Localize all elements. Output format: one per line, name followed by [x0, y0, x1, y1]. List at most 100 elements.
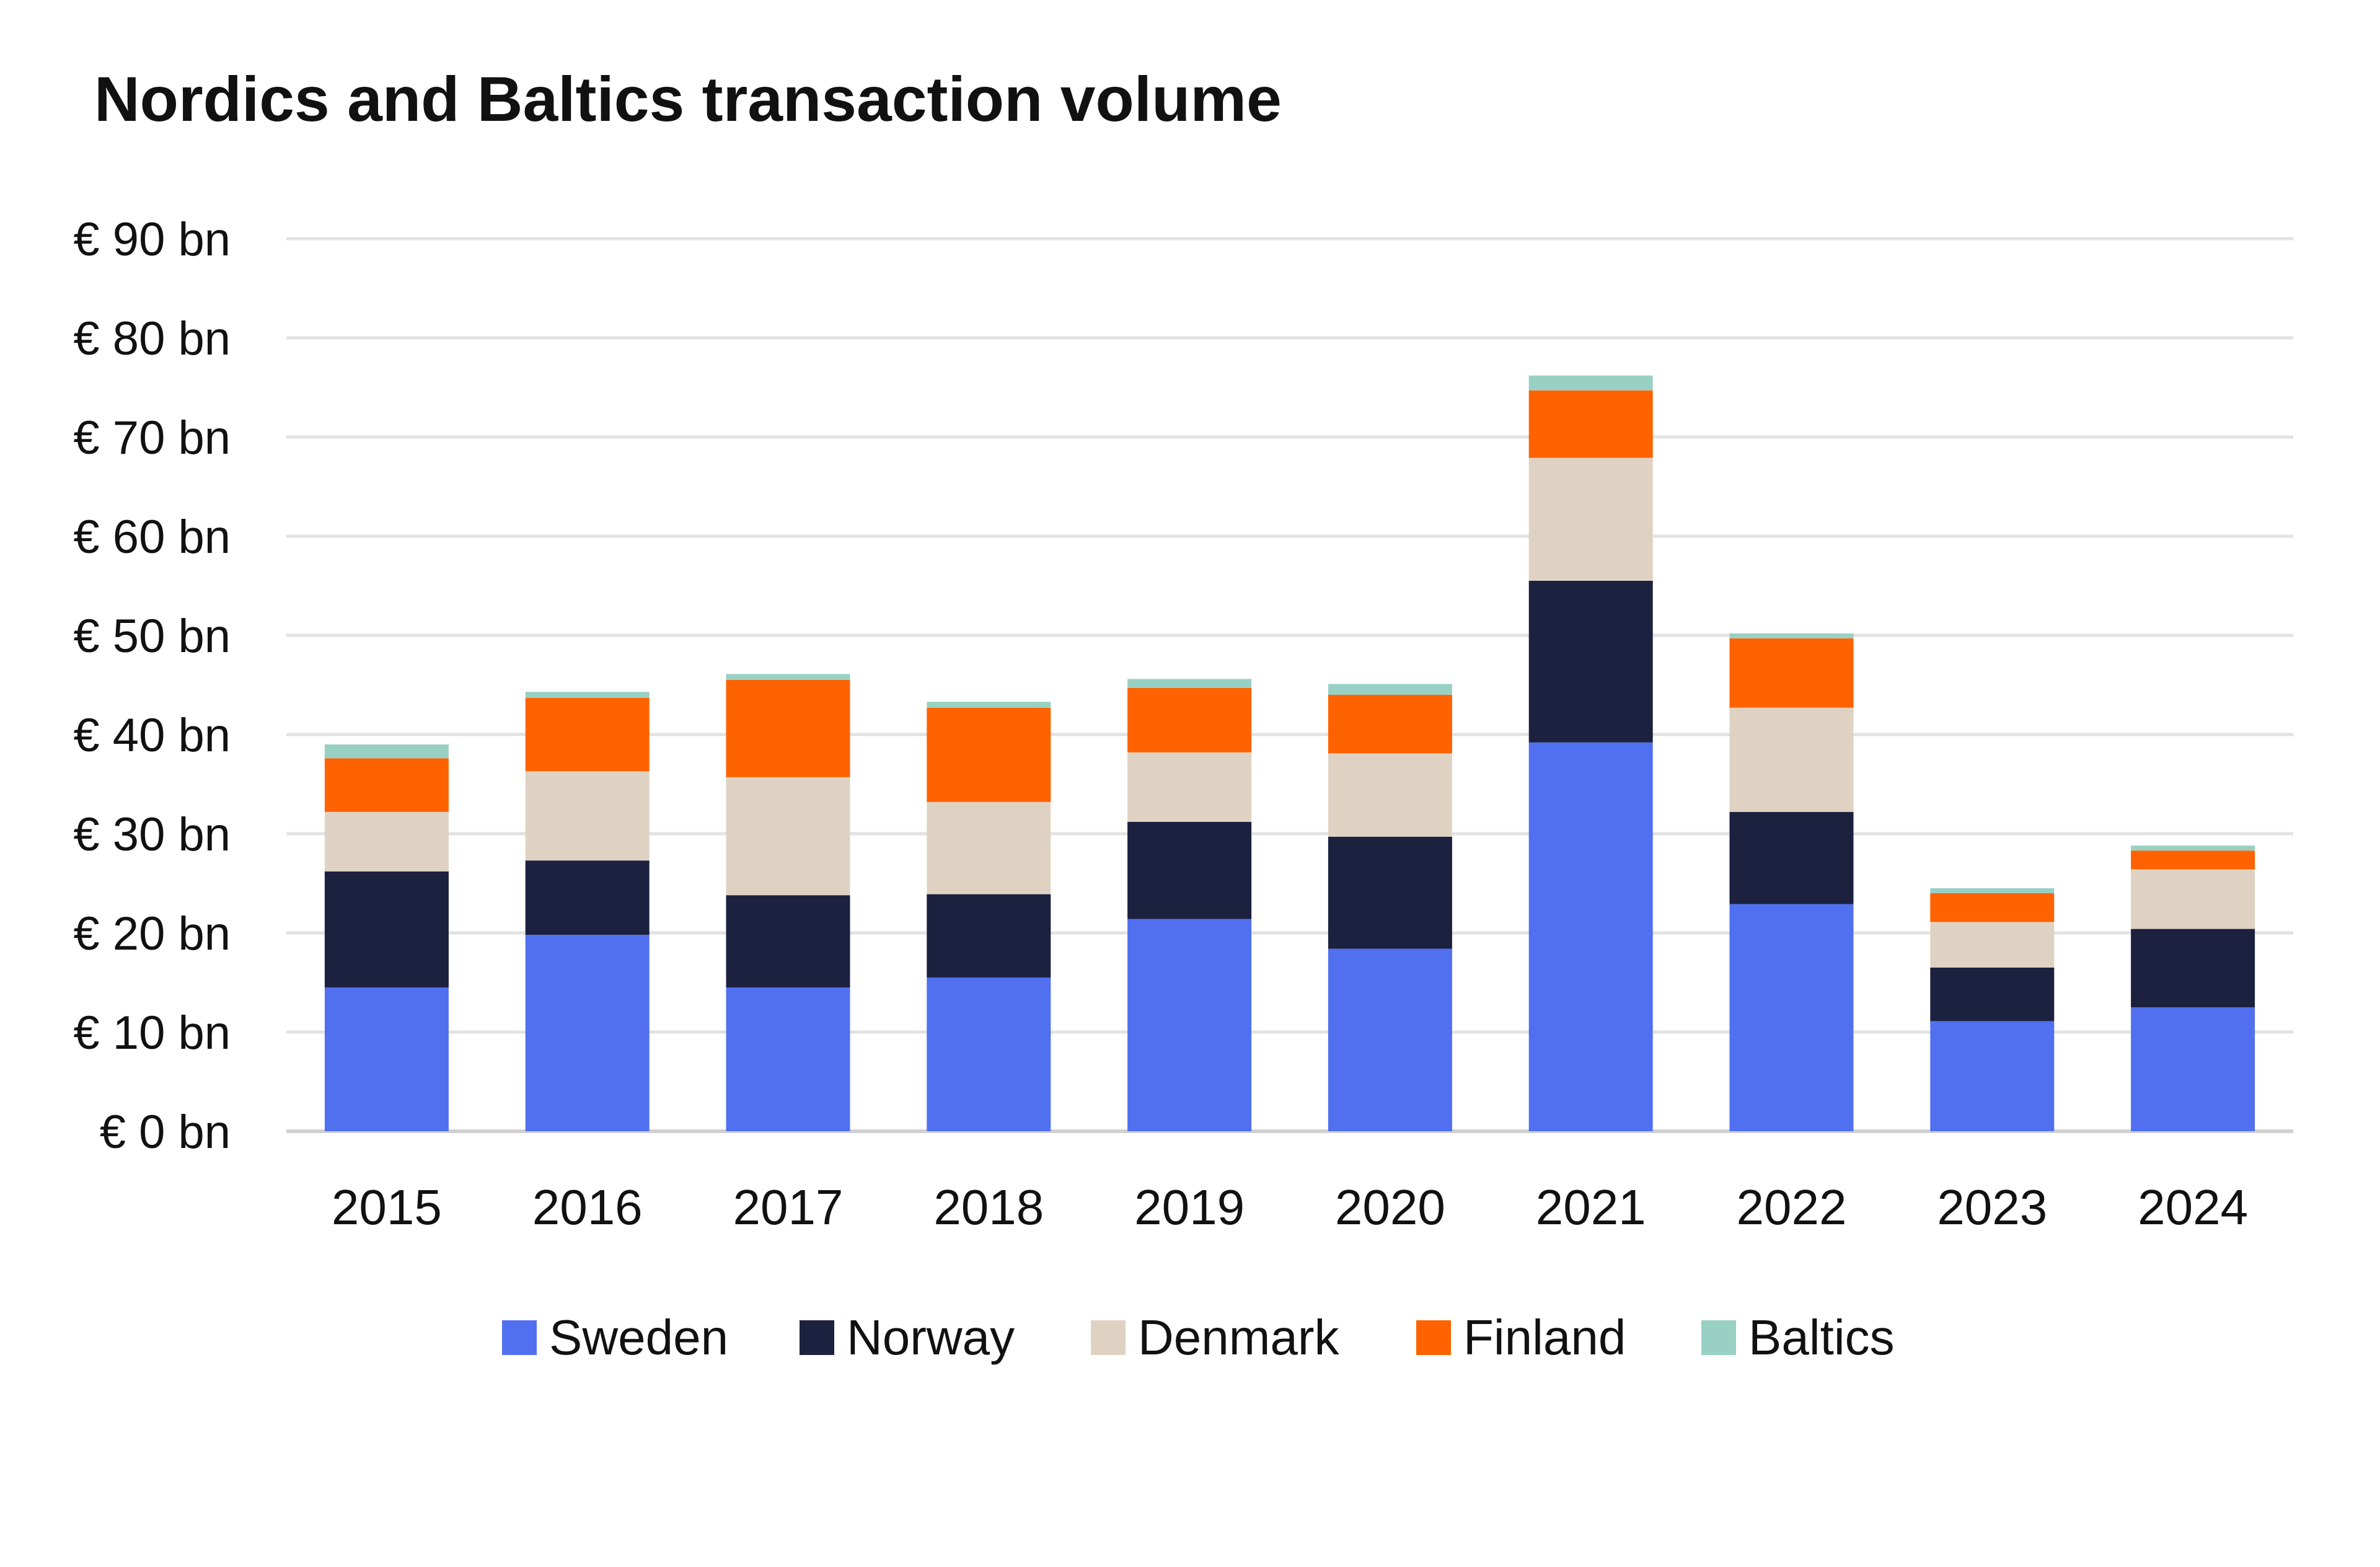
bar-norway-2022 — [1729, 811, 1854, 904]
x-tick-label: 2022 — [1737, 1180, 1847, 1235]
y-tick-label: € 60 bn — [73, 511, 231, 563]
bar-finland-2015 — [324, 758, 449, 812]
bar-finland-2022 — [1729, 638, 1854, 708]
bar-baltics-2024 — [2131, 845, 2255, 851]
bar-sweden-2018 — [927, 978, 1051, 1131]
legend-label: Norway — [847, 1310, 1015, 1365]
y-tick-label: € 10 bn — [73, 1007, 231, 1059]
y-tick-label: € 40 bn — [73, 709, 231, 762]
bar-norway-2017 — [726, 895, 850, 987]
legend: Sweden Norway Denmark Finland Baltics — [502, 1310, 1895, 1365]
legend-swatch — [1416, 1320, 1451, 1355]
bar-norway-2024 — [2131, 929, 2255, 1007]
bar-stack-2015 — [324, 744, 449, 1131]
bar-stack-2018 — [927, 702, 1051, 1131]
bar-denmark-2016 — [525, 771, 650, 861]
legend-item-finland: Finland — [1416, 1310, 1626, 1365]
bar-sweden-2020 — [1328, 948, 1452, 1131]
x-tick-label: 2020 — [1335, 1180, 1445, 1235]
bar-baltics-2018 — [927, 702, 1051, 708]
legend-label: Baltics — [1748, 1310, 1895, 1365]
y-tick-label: € 80 bn — [73, 312, 231, 365]
x-tick-label: 2019 — [1134, 1180, 1245, 1235]
x-tick-label: 2021 — [1536, 1180, 1646, 1235]
x-tick-label: 2018 — [933, 1180, 1044, 1235]
bar-finland-2021 — [1528, 390, 1653, 458]
bar-norway-2019 — [1127, 821, 1252, 919]
bar-sweden-2015 — [324, 987, 449, 1131]
y-tick-label: € 20 bn — [73, 907, 231, 960]
x-tick-label: 2015 — [332, 1180, 442, 1235]
legend-item-norway: Norway — [800, 1310, 1015, 1365]
bar-stack-2021 — [1528, 375, 1653, 1131]
bar-stack-2023 — [1930, 888, 2055, 1131]
bar-denmark-2023 — [1930, 922, 2055, 968]
x-tick-label: 2017 — [733, 1180, 844, 1235]
bar-norway-2021 — [1528, 581, 1653, 743]
bar-sweden-2024 — [2131, 1007, 2255, 1131]
bar-baltics-2015 — [324, 744, 449, 759]
bar-sweden-2022 — [1729, 904, 1854, 1131]
bar-finland-2023 — [1930, 893, 2055, 922]
bar-sweden-2021 — [1528, 742, 1653, 1131]
bar-stack-2016 — [525, 692, 650, 1131]
chart-title: Nordics and Baltics transaction volume — [94, 64, 1282, 135]
x-axis-tick-labels: 2015 2016 2017 2018 2019 2020 2021 2022 2023 2024 — [332, 1180, 2248, 1235]
x-tick-label: 2024 — [2138, 1180, 2248, 1235]
legend-swatch — [800, 1320, 834, 1355]
bar-baltics-2021 — [1528, 375, 1653, 391]
bar-finland-2020 — [1328, 695, 1452, 754]
legend-label: Denmark — [1138, 1310, 1340, 1365]
bar-norway-2016 — [525, 860, 650, 935]
bar-denmark-2024 — [2131, 869, 2255, 929]
y-tick-label: € 30 bn — [73, 808, 231, 861]
bar-denmark-2020 — [1328, 753, 1452, 837]
bar-baltics-2016 — [525, 692, 650, 698]
bar-stack-2022 — [1729, 633, 1854, 1131]
bar-norway-2018 — [927, 894, 1051, 978]
bar-denmark-2021 — [1528, 457, 1653, 581]
bar-baltics-2020 — [1328, 684, 1452, 695]
bar-baltics-2022 — [1729, 633, 1854, 638]
bar-baltics-2017 — [726, 674, 850, 680]
bar-finland-2018 — [927, 707, 1051, 802]
bar-finland-2017 — [726, 680, 850, 777]
y-tick-label: € 70 bn — [73, 412, 231, 464]
legend-item-baltics: Baltics — [1701, 1310, 1895, 1365]
bar-stack-2024 — [2131, 845, 2255, 1131]
bar-denmark-2019 — [1127, 752, 1252, 822]
legend-item-sweden: Sweden — [502, 1310, 728, 1365]
bar-stack-2020 — [1328, 684, 1452, 1131]
x-tick-label: 2016 — [532, 1180, 643, 1235]
bar-finland-2024 — [2131, 850, 2255, 870]
bar-denmark-2017 — [726, 777, 850, 896]
bar-sweden-2016 — [525, 935, 650, 1131]
bar-sweden-2023 — [1930, 1021, 2055, 1131]
bar-stack-2017 — [726, 674, 850, 1131]
bar-denmark-2015 — [324, 811, 449, 872]
bar-denmark-2018 — [927, 801, 1051, 894]
y-tick-label: € 90 bn — [73, 213, 231, 266]
bar-baltics-2023 — [1930, 888, 2055, 893]
x-tick-label: 2023 — [1937, 1180, 2047, 1235]
bar-sweden-2017 — [726, 987, 850, 1131]
bar-finland-2019 — [1127, 687, 1252, 753]
legend-swatch — [1091, 1320, 1126, 1355]
y-tick-label: € 0 bn — [100, 1106, 231, 1159]
bar-norway-2015 — [324, 871, 449, 987]
bar-denmark-2022 — [1729, 707, 1854, 812]
legend-swatch — [502, 1320, 537, 1355]
y-axis-tick-labels: € 0 bn € 10 bn € 20 bn € 30 bn € 40 bn € 50 b… — [73, 213, 231, 1159]
legend-label: Sweden — [549, 1310, 728, 1365]
legend-swatch — [1701, 1320, 1736, 1355]
bar-sweden-2019 — [1127, 919, 1252, 1131]
bar-stack-2019 — [1127, 679, 1252, 1131]
legend-label: Finland — [1463, 1310, 1626, 1365]
y-tick-label: € 50 bn — [73, 610, 231, 663]
bar-baltics-2019 — [1127, 679, 1252, 688]
bar-norway-2020 — [1328, 836, 1452, 949]
legend-item-denmark: Denmark — [1091, 1310, 1340, 1365]
bar-norway-2023 — [1930, 968, 2055, 1022]
